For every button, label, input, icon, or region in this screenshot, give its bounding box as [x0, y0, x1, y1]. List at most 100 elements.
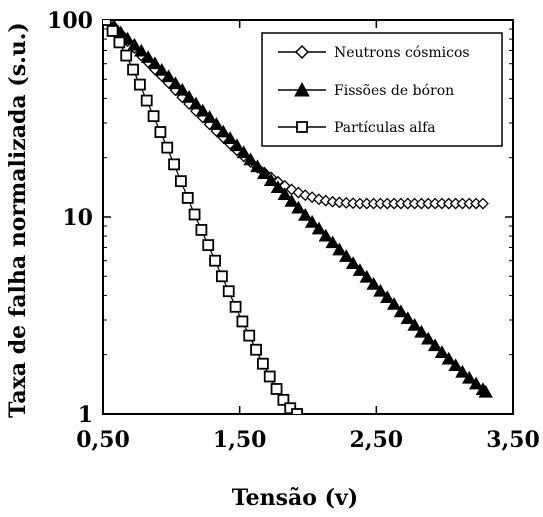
data-point-triangle: [380, 290, 395, 303]
data-point-triangle: [188, 96, 204, 110]
data-point-triangle: [468, 376, 484, 390]
data-point-square: [291, 408, 303, 414]
data-point-diamond: [477, 197, 489, 210]
data-point-square: [250, 343, 262, 356]
data-point-triangle: [270, 180, 286, 194]
data-point-triangle: [250, 159, 265, 173]
data-point-triangle: [311, 221, 327, 235]
data-point-triangle: [127, 37, 142, 51]
data-point-triangle: [441, 351, 456, 365]
y-tick-label: 100: [47, 8, 93, 34]
data-point-triangle: [400, 311, 415, 324]
data-point-triangle: [243, 152, 258, 166]
x-tick-label: 2,50: [350, 427, 404, 453]
data-point-triangle: [284, 194, 299, 207]
data-point-square: [147, 110, 160, 123]
data-point-triangle: [229, 138, 245, 152]
y-tick-label: 10: [62, 205, 93, 231]
data-point-triangle: [332, 242, 347, 256]
tick-group: 0,50 1,50 2,50 3,50 1 10 100: [47, 8, 540, 453]
data-point-square: [103, 20, 112, 26]
data-point-triangle: [147, 56, 163, 70]
data-point-square: [243, 329, 256, 342]
data-point-triangle: [277, 187, 292, 200]
data-point-triangle: [175, 82, 190, 96]
data-point-triangle: [304, 214, 320, 228]
legend-label: Neutrons cósmicos: [334, 45, 470, 61]
data-point-square: [168, 158, 180, 171]
legend-label: Partículas alfa: [334, 120, 436, 136]
data-point-square: [209, 254, 221, 267]
data-point-triangle: [421, 331, 436, 345]
data-point-triangle: [154, 63, 169, 76]
data-point-triangle: [339, 249, 354, 262]
data-point-triangle: [359, 269, 374, 283]
data-point-triangle: [407, 317, 422, 331]
series-group: [103, 20, 493, 414]
data-point-triangle: [352, 263, 368, 276]
data-point-square: [229, 300, 242, 313]
data-point-square: [263, 370, 276, 383]
x-tick-label: 1,50: [213, 427, 267, 453]
legend: Neutrons cósmicos Fissões de bóron Partí…: [261, 32, 503, 147]
data-point-triangle: [161, 69, 176, 83]
data-point-triangle: [181, 90, 197, 103]
y-axis-title: Taxa de falha normalizada (s.u.): [5, 22, 31, 418]
data-point-triangle: [291, 200, 306, 214]
data-point-triangle: [209, 117, 224, 130]
data-point-square: [202, 239, 215, 252]
data-point-triangle: [140, 50, 156, 63]
data-point-triangle: [427, 338, 443, 352]
data-point-triangle: [318, 228, 333, 242]
legend-item-alpha: Partículas alfa: [278, 120, 436, 136]
data-point-square: [188, 208, 201, 221]
data-point-triangle: [202, 110, 217, 123]
data-point-triangle: [414, 324, 429, 338]
data-point-triangle: [195, 103, 210, 117]
y-tick-label: 1: [78, 402, 93, 428]
data-point-triangle: [345, 256, 361, 270]
data-point-triangle: [134, 43, 149, 57]
data-point-triangle: [478, 384, 493, 398]
legend-item-boron: Fissões de bóron: [278, 81, 454, 99]
legend-label: Fissões de bóron: [334, 83, 454, 99]
data-point-square: [106, 25, 119, 37]
data-point-triangle: [434, 345, 450, 358]
data-point-triangle: [263, 173, 279, 187]
x-axis-title: Tensão (v): [232, 485, 358, 511]
x-tick-label: 0,50: [76, 427, 130, 453]
series-2: [103, 20, 303, 414]
legend-item-neutrons: Neutrons cósmicos: [278, 44, 470, 61]
data-point-square: [256, 357, 269, 370]
data-point-square: [133, 78, 146, 91]
data-point-square: [222, 285, 235, 298]
data-point-triangle: [386, 297, 402, 310]
data-point-square: [277, 393, 290, 406]
data-point-triangle: [216, 124, 231, 138]
data-point-triangle: [366, 277, 381, 290]
data-point-triangle: [222, 131, 238, 145]
data-point-square: [181, 192, 194, 204]
data-point-triangle: [373, 283, 388, 297]
data-point-triangle: [257, 166, 272, 180]
data-point-square: [127, 63, 139, 76]
data-point-square: [236, 315, 249, 328]
data-point-square: [174, 175, 187, 188]
data-point-square: [113, 36, 126, 49]
data-point-triangle: [325, 235, 340, 249]
data-point-square: [120, 49, 133, 62]
data-point-triangle: [462, 370, 477, 384]
data-point-triangle: [448, 358, 463, 372]
data-point-triangle: [393, 304, 409, 318]
data-point-square: [195, 224, 208, 236]
x-tick-label: 3,50: [486, 427, 540, 453]
data-point-triangle: [236, 145, 251, 159]
data-point-square: [154, 126, 167, 138]
data-point-triangle: [455, 364, 470, 378]
data-point-triangle: [168, 76, 183, 90]
square-marker-icon: [296, 121, 308, 133]
data-point-triangle: [298, 207, 313, 221]
data-point-square: [140, 94, 153, 107]
data-point-square: [161, 141, 174, 154]
